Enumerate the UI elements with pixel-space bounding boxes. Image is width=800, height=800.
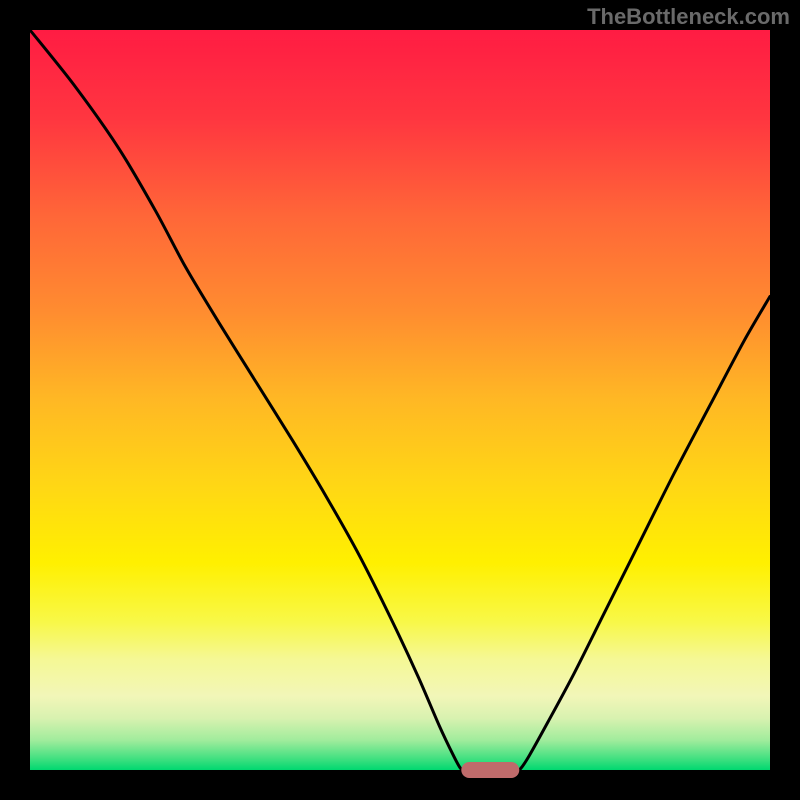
- chart-frame: TheBottleneck.com: [0, 0, 800, 800]
- bottleneck-chart: [0, 0, 800, 800]
- watermark-text: TheBottleneck.com: [587, 4, 790, 30]
- plot-background: [30, 30, 770, 770]
- sweet-spot-marker: [461, 762, 519, 778]
